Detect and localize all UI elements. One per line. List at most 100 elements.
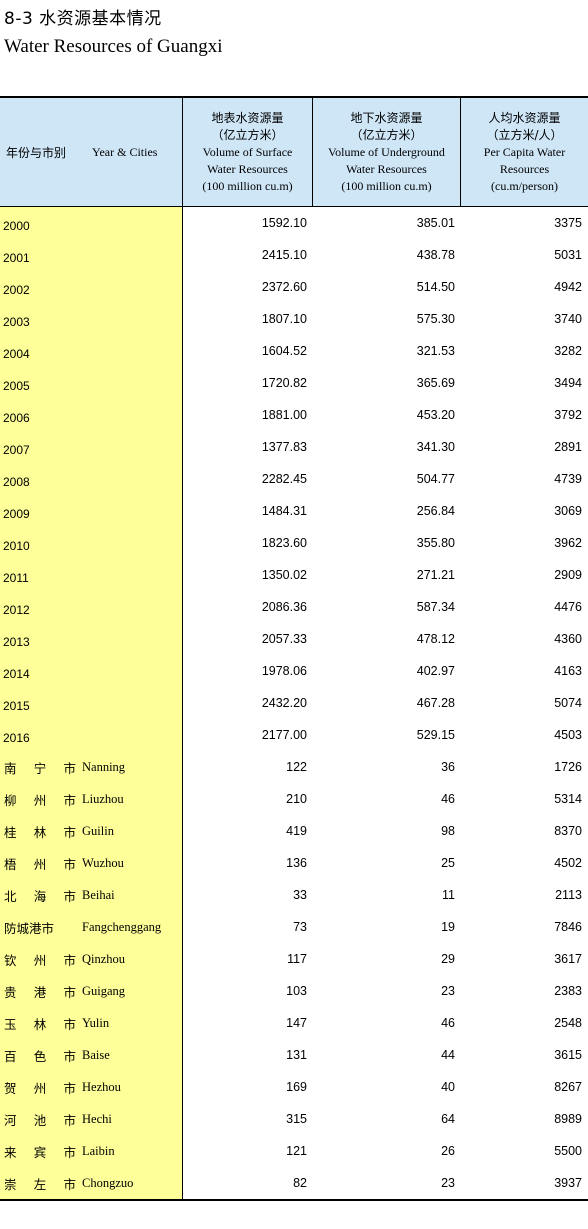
underground-water-value: 321.53 [416,344,455,358]
surface-water-value: 121 [286,1144,307,1158]
city-name-cn: 柳州市 [4,792,76,808]
year-label: 2003 [3,315,30,329]
year-cell: 2003 [0,303,183,335]
year-label: 2010 [3,539,30,553]
city-cell: 钦州市 Qinzhou [0,943,183,975]
city-cell: 桂林市 Guilin [0,815,183,847]
header-col2-line2: （亿立方米） [350,127,423,142]
underground-water-value: 438.78 [416,248,455,262]
table-row: 2001 2415.10 438.78 5031 [0,239,588,271]
year-cell: 2010 [0,527,183,559]
city-cell: 河池市 Hechi [0,1103,183,1135]
table-row: 2016 2177.00 529.15 4503 [0,719,588,751]
year-cell: 2002 [0,271,183,303]
per-capita-value: 4476 [554,600,582,614]
table-row: 北海市 Beihai 33 11 2113 [0,879,588,911]
water-resources-table: 年份与市别 Year & Cities 地表水资源量 （亿立方米） Volume… [0,96,588,1201]
surface-water-value: 2057.33 [261,632,307,646]
underground-water-value: 341.30 [416,440,455,454]
table-row: 2014 1978.06 402.97 4163 [0,655,588,687]
city-name-en: Hezhou [82,1079,121,1094]
year-label: 2014 [3,667,30,681]
table-row: 2002 2372.60 514.50 4942 [0,271,588,303]
underground-water-value: 98 [441,824,455,838]
city-name-cn: 钦州市 [4,952,76,968]
surface-water-value: 1807.10 [261,312,307,326]
underground-water-value: 402.97 [416,664,455,678]
per-capita-value: 8989 [554,1112,582,1126]
header-underground-water: 地下水资源量 （亿立方米） Volume of Underground Wate… [313,98,461,206]
city-cell: 北海市 Beihai [0,879,183,911]
underground-water-value: 11 [442,888,455,902]
per-capita-value: 8370 [554,824,582,838]
city-name-en: Laibin [82,1143,115,1158]
city-name-en: Beihai [82,887,115,902]
city-name-en: Liuzhou [82,791,124,806]
city-name-en: Wuzhou [82,855,124,870]
per-capita-value: 3792 [554,408,582,422]
table-row: 2012 2086.36 587.34 4476 [0,591,588,623]
city-cell: 柳州市 Liuzhou [0,783,183,815]
city-name-cn: 贺州市 [4,1080,76,1096]
table-row: 2011 1350.02 271.21 2909 [0,559,588,591]
surface-water-value: 2177.00 [261,728,307,742]
surface-water-value: 169 [286,1080,307,1094]
underground-water-value: 256.84 [416,504,455,518]
per-capita-value: 3962 [554,536,582,550]
surface-water-value: 2415.10 [261,248,307,262]
year-cell: 2015 [0,687,183,719]
underground-water-value: 29 [441,952,455,966]
header-col3-line1: 人均水资源量 [488,110,561,125]
city-cell: 来宾市 Laibin [0,1135,183,1167]
city-cell: 玉林市 Yulin [0,1007,183,1039]
underground-water-value: 25 [441,856,455,870]
per-capita-value: 2891 [554,440,582,454]
underground-water-value: 478.12 [416,632,455,646]
per-capita-value: 2383 [554,984,582,998]
surface-water-value: 1604.52 [261,344,307,358]
surface-water-value: 131 [286,1048,307,1062]
year-cell: 2005 [0,367,183,399]
year-cell: 2004 [0,335,183,367]
per-capita-value: 4503 [554,728,582,742]
year-cell: 2006 [0,399,183,431]
per-capita-value: 3494 [554,376,582,390]
year-label: 2009 [3,507,30,521]
table-row: 2005 1720.82 365.69 3494 [0,367,588,399]
table-row: 2010 1823.60 355.80 3962 [0,527,588,559]
city-name-cn: 贵港市 [4,984,76,1000]
city-cell: 崇左市 Chongzuo [0,1167,183,1199]
header-col0-en: Year & Cities [92,144,158,159]
header-col3-line4: Resources [499,161,550,176]
surface-water-value: 1823.60 [261,536,307,550]
city-name-cn: 崇左市 [4,1176,76,1192]
underground-water-value: 529.15 [416,728,455,742]
per-capita-value: 3375 [554,216,582,230]
underground-water-value: 453.20 [416,408,455,422]
table-row: 钦州市 Qinzhou 117 29 3617 [0,943,588,975]
table-row: 2015 2432.20 467.28 5074 [0,687,588,719]
year-label: 2013 [3,635,30,649]
city-cell: 贺州市 Hezhou [0,1071,183,1103]
per-capita-value: 3740 [554,312,582,326]
table-row: 贵港市 Guigang 103 23 2383 [0,975,588,1007]
per-capita-value: 5500 [554,1144,582,1158]
table-row: 防城港市 Fangchenggang 73 19 7846 [0,911,588,943]
city-cell: 防城港市 Fangchenggang [0,911,183,943]
underground-water-value: 504.77 [416,472,455,486]
page-title-english: Water Resources of Guangxi [4,36,223,57]
surface-water-value: 2372.60 [261,280,307,294]
per-capita-value: 3282 [554,344,582,358]
per-capita-value: 1726 [554,760,582,774]
surface-water-value: 2432.20 [261,696,307,710]
year-cell: 2009 [0,495,183,527]
table-row: 2008 2282.45 504.77 4739 [0,463,588,495]
city-name-en: Chongzuo [82,1175,134,1190]
header-surface-water: 地表水资源量 （亿立方米） Volume of Surface Water Re… [183,98,313,206]
per-capita-value: 3069 [554,504,582,518]
underground-water-value: 587.34 [416,600,455,614]
underground-water-value: 271.21 [416,568,455,582]
per-capita-value: 7846 [554,920,582,934]
header-col2-line3: Volume of Underground [328,144,445,159]
surface-water-value: 2282.45 [261,472,307,486]
